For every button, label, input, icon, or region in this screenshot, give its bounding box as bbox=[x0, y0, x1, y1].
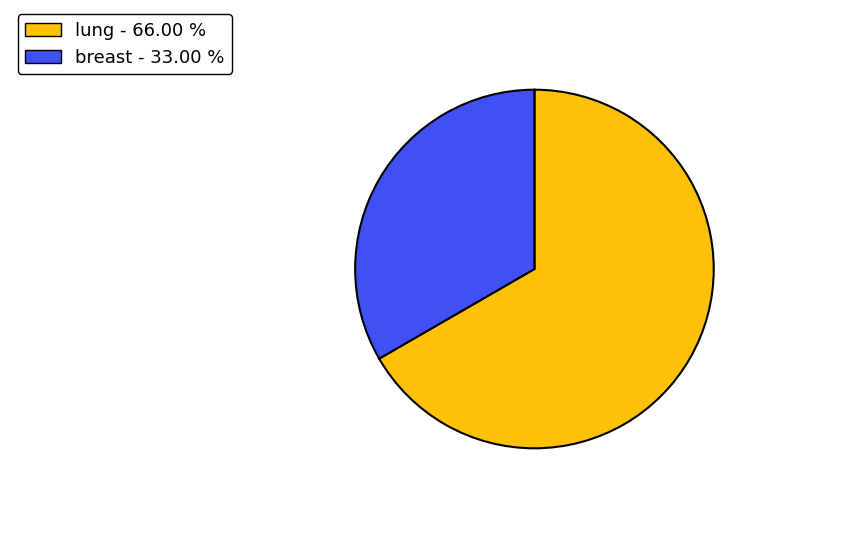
Wedge shape bbox=[379, 90, 713, 448]
Wedge shape bbox=[355, 90, 534, 359]
Legend: lung - 66.00 %, breast - 33.00 %: lung - 66.00 %, breast - 33.00 % bbox=[17, 15, 232, 74]
